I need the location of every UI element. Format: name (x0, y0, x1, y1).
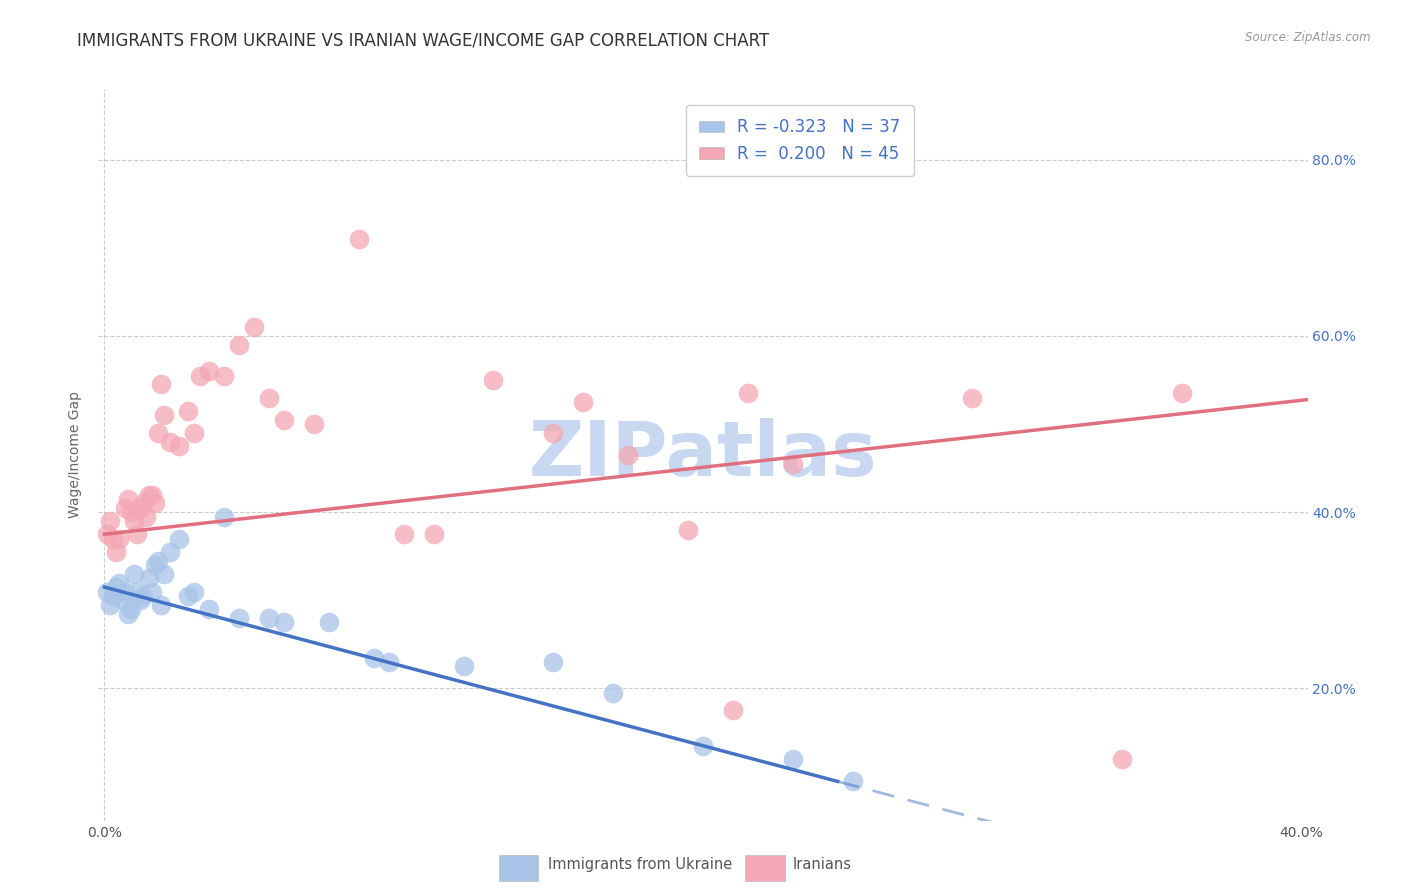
Point (96, 584, 118, 599)
Point (1111, 752, 1133, 766)
Point (167, 532, 190, 546)
Point (228, 338, 250, 352)
Text: Source: ZipAtlas.com: Source: ZipAtlas.com (1246, 31, 1371, 45)
Point (138, 571, 160, 585)
Point (129, 593, 152, 607)
Point (198, 364, 221, 378)
Point (132, 496, 155, 510)
Point (392, 527, 415, 541)
Text: Immigrants from Ukraine: Immigrants from Ukraine (548, 857, 733, 872)
Point (108, 575, 131, 590)
Point (243, 320, 266, 334)
Point (114, 500, 136, 515)
Point (100, 514, 122, 528)
Point (198, 602, 221, 616)
Point (183, 584, 205, 599)
Point (141, 584, 163, 599)
Point (159, 545, 181, 559)
Point (257, 391, 280, 405)
Point (150, 598, 173, 612)
Point (617, 448, 640, 462)
Point (153, 409, 176, 423)
Point (302, 417, 325, 431)
Point (177, 404, 200, 418)
Point (105, 545, 128, 559)
Point (150, 377, 173, 392)
Point (188, 368, 211, 383)
Point (962, 391, 984, 405)
Point (103, 532, 125, 546)
Point (212, 509, 235, 524)
Point (183, 425, 205, 440)
Point (120, 602, 142, 616)
Point (363, 650, 385, 665)
Point (692, 739, 714, 753)
Text: Iranians: Iranians (793, 857, 852, 872)
Point (135, 509, 157, 524)
Point (153, 566, 176, 581)
Point (127, 527, 149, 541)
Point (257, 611, 280, 625)
Point (177, 589, 200, 603)
Legend: R = -0.323   N = 37, R =  0.200   N = 45: R = -0.323 N = 37, R = 0.200 N = 45 (686, 105, 914, 176)
Point (273, 412, 295, 426)
Point (105, 580, 128, 594)
Point (143, 496, 166, 510)
Point (100, 598, 122, 612)
Point (721, 704, 744, 718)
Point (543, 655, 565, 669)
Point (377, 655, 399, 669)
Point (572, 395, 595, 409)
Point (120, 505, 142, 519)
Point (212, 368, 235, 383)
Point (108, 532, 131, 546)
Point (129, 500, 152, 515)
Point (96, 527, 118, 541)
Point (141, 487, 163, 501)
Point (273, 615, 295, 630)
Text: ZIPatlas: ZIPatlas (529, 418, 877, 491)
Point (159, 434, 181, 449)
Point (124, 566, 146, 581)
Point (111, 593, 134, 607)
Point (453, 659, 475, 673)
Text: IMMIGRANTS FROM UKRAINE VS IRANIAN WAGE/INCOME GAP CORRELATION CHART: IMMIGRANTS FROM UKRAINE VS IRANIAN WAGE/… (77, 31, 769, 49)
Point (737, 386, 759, 401)
Point (127, 584, 149, 599)
Point (114, 584, 136, 599)
Y-axis label: Wage/Income Gap: Wage/Income Gap (69, 392, 83, 518)
Point (148, 425, 170, 440)
Point (167, 439, 190, 453)
Point (782, 457, 804, 471)
Point (482, 373, 505, 387)
Point (117, 491, 139, 506)
Point (782, 752, 804, 766)
Point (602, 686, 624, 700)
Point (318, 615, 340, 630)
Point (124, 514, 146, 528)
Point (676, 523, 699, 537)
Point (543, 425, 565, 440)
Point (103, 589, 125, 603)
Point (347, 232, 370, 246)
Point (143, 558, 166, 572)
Point (422, 527, 444, 541)
Point (132, 589, 155, 603)
Point (841, 774, 863, 789)
Point (138, 487, 160, 501)
Point (148, 554, 170, 568)
Point (1171, 386, 1194, 401)
Point (228, 611, 250, 625)
Point (117, 607, 139, 621)
